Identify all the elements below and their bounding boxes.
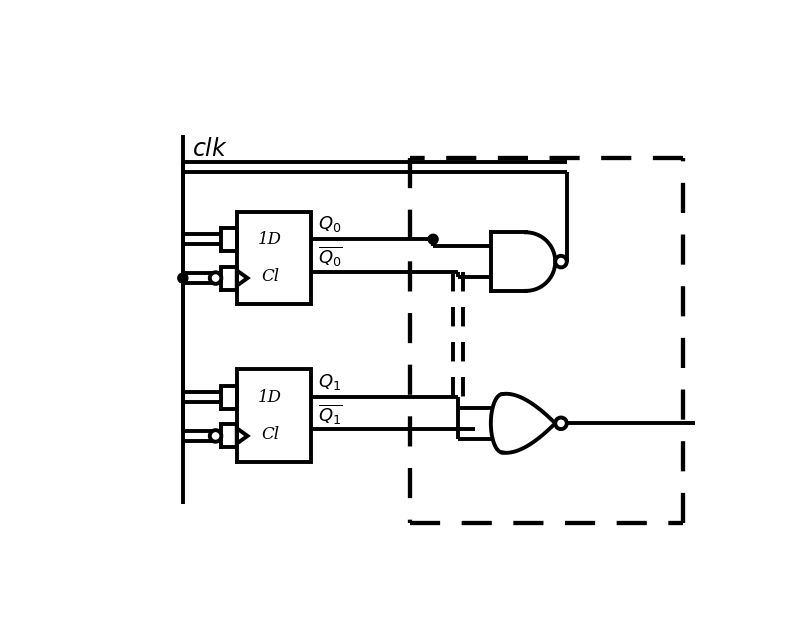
- Text: 1D: 1D: [258, 231, 282, 248]
- Circle shape: [210, 430, 222, 442]
- Text: 1D: 1D: [258, 388, 282, 406]
- Text: $\overline{Q_0}$: $\overline{Q_0}$: [318, 244, 342, 268]
- Text: $Q_0$: $Q_0$: [318, 214, 341, 234]
- Text: $clk$: $clk$: [192, 138, 228, 161]
- Text: Cl: Cl: [261, 268, 279, 285]
- Circle shape: [555, 256, 566, 268]
- Circle shape: [210, 272, 222, 284]
- Text: Cl: Cl: [261, 426, 279, 443]
- Text: $Q_1$: $Q_1$: [318, 372, 341, 392]
- Circle shape: [178, 273, 188, 283]
- Text: $\overline{Q_1}$: $\overline{Q_1}$: [318, 402, 342, 426]
- Circle shape: [555, 417, 566, 429]
- Circle shape: [428, 234, 438, 244]
